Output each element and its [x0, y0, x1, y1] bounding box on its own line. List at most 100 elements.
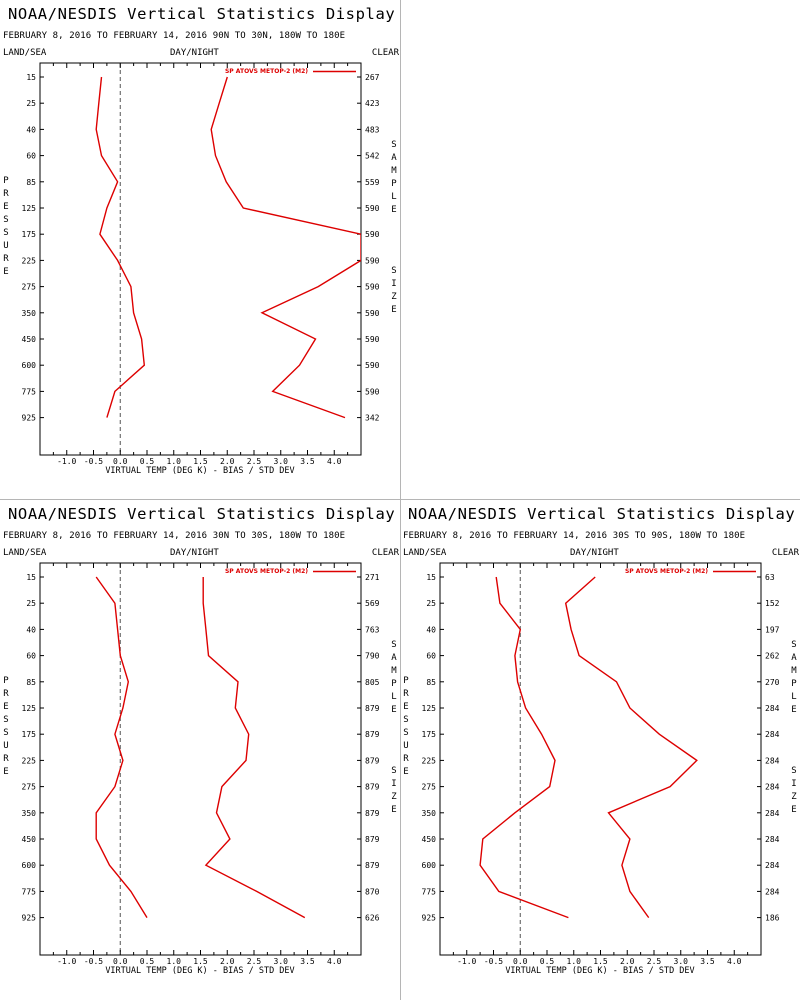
- land-sea-label: LAND/SEA: [3, 48, 47, 58]
- side-label-sample: S A M P L E: [791, 640, 797, 715]
- pressure-level-label: 40: [26, 125, 36, 134]
- pressure-level-label: 60: [426, 652, 436, 661]
- pressure-level-label: 600: [422, 861, 437, 870]
- sample-size-label: 763: [365, 625, 380, 634]
- std-dev-series-line: [202, 577, 306, 919]
- std-dev-series-line: [210, 76, 361, 419]
- panel-subtitle: FEBRUARY 8, 2016 TO FEBRUARY 14, 2016 90…: [3, 31, 346, 41]
- sample-size-label: 152: [765, 599, 780, 608]
- x-tick-label: 0.5: [540, 957, 555, 966]
- side-label-pressure: P R E S S U R E: [3, 676, 9, 777]
- x-tick-label: 4.0: [727, 957, 742, 966]
- clear-label: CLEAR: [371, 548, 399, 558]
- sample-size-label: 63: [765, 573, 775, 582]
- x-tick-label: 3.0: [674, 957, 689, 966]
- side-label-sample: S A M P L E: [391, 140, 397, 215]
- sample-size-label: 542: [365, 152, 380, 161]
- x-tick-label: -1.0: [57, 957, 76, 966]
- pressure-level-label: 175: [22, 730, 37, 739]
- sample-size-label: 262: [765, 652, 780, 661]
- side-label-pressure: P R E S S U R E: [3, 176, 9, 277]
- plot-frame: [39, 562, 362, 956]
- sample-size-label: 870: [365, 887, 380, 896]
- sample-size-label: 271: [365, 573, 380, 582]
- sample-size-label: 590: [365, 309, 380, 318]
- sample-size-label: 590: [365, 335, 380, 344]
- pressure-level-label: 60: [26, 152, 36, 161]
- sample-size-label: 559: [365, 178, 380, 187]
- x-tick-label: 3.5: [300, 457, 315, 466]
- land-sea-label: LAND/SEA: [403, 548, 447, 558]
- x-tick-label: 2.0: [220, 957, 235, 966]
- pressure-level-label: 175: [422, 730, 437, 739]
- pressure-level-label: 600: [22, 861, 37, 870]
- x-axis-label: VIRTUAL TEMP (DEG K) - BIAS / STD DEV: [105, 466, 294, 476]
- x-tick-label: 1.0: [567, 957, 582, 966]
- pressure-level-label: 925: [22, 414, 37, 423]
- sample-size-label: 342: [365, 414, 380, 423]
- sample-size-label: 270: [765, 678, 780, 687]
- sample-size-label: 590: [365, 256, 380, 265]
- x-axis-label: VIRTUAL TEMP (DEG K) - BIAS / STD DEV: [105, 966, 294, 976]
- pressure-level-label: 25: [26, 99, 36, 108]
- pressure-level-label: 85: [26, 678, 36, 687]
- x-tick-label: -1.0: [457, 957, 476, 966]
- clear-label: CLEAR: [371, 48, 399, 58]
- x-axis-label: VIRTUAL TEMP (DEG K) - BIAS / STD DEV: [505, 966, 694, 976]
- sample-size-label: 879: [365, 783, 380, 792]
- sample-size-label: 284: [765, 730, 780, 739]
- x-tick-label: 1.0: [167, 457, 182, 466]
- clear-label: CLEAR: [771, 548, 799, 558]
- sample-size-label: 284: [765, 835, 780, 844]
- x-tick-label: 0.5: [140, 957, 155, 966]
- side-label-size: S I Z E: [391, 266, 397, 315]
- sample-size-label: 626: [365, 914, 380, 923]
- sample-size-label: 790: [365, 652, 380, 661]
- stats-panel-3: -1.0 -0.5 0.0 0.5 1.0 1.5 2.0 2.5 3.0 3.5 4.0 VIRTU…: [400, 500, 800, 1000]
- pressure-level-label: 225: [422, 756, 437, 765]
- pressure-level-label: 125: [22, 704, 37, 713]
- x-tick-label: 2.5: [247, 957, 262, 966]
- day-night-label: DAY/NIGHT: [570, 548, 619, 558]
- pressure-level-label: 925: [422, 914, 437, 923]
- vertical-stats-chart: -1.0 -0.5 0.0 0.5 1.0 1.5 2.0 2.5 3.0 3.5 4.0 VIRTU…: [22, 562, 380, 976]
- x-tick-label: 1.5: [193, 457, 208, 466]
- side-label-sample: S A M P L E: [391, 640, 397, 715]
- plot-frame: [439, 562, 762, 956]
- legend-label: SP ATOVS METOP-2 (M2): [225, 68, 308, 75]
- sample-size-label: 284: [765, 783, 780, 792]
- sample-size-label: 569: [365, 599, 380, 608]
- x-tick-label: -1.0: [57, 457, 76, 466]
- std-dev-series-line: [564, 576, 698, 919]
- x-tick-label: 3.0: [274, 457, 289, 466]
- pressure-level-label: 450: [22, 835, 37, 844]
- sample-size-label: 879: [365, 835, 380, 844]
- panel-title: NOAA/NESDIS Vertical Statistics Display: [408, 505, 796, 523]
- x-tick-label: -0.5: [84, 457, 103, 466]
- x-tick-label: 3.5: [300, 957, 315, 966]
- sample-size-label: 590: [365, 230, 380, 239]
- pressure-level-label: 40: [426, 625, 436, 634]
- sample-size-label: 590: [365, 283, 380, 292]
- panel-divider-vertical: [400, 0, 401, 1000]
- pressure-level-label: 125: [422, 704, 437, 713]
- day-night-label: DAY/NIGHT: [170, 548, 219, 558]
- pressure-level-label: 450: [22, 335, 37, 344]
- x-tick-label: 2.5: [647, 957, 662, 966]
- stats-panel-2: -1.0 -0.5 0.0 0.5 1.0 1.5 2.0 2.5 3.0 3.5 4.0 VIRTU…: [0, 500, 400, 1000]
- sample-size-label: 590: [365, 387, 380, 396]
- sample-size-label: 879: [365, 730, 380, 739]
- side-label-size: S I Z E: [791, 766, 797, 815]
- vertical-stats-chart: -1.0 -0.5 0.0 0.5 1.0 1.5 2.0 2.5 3.0 3.5 4.0 VIRTU…: [422, 562, 780, 976]
- x-tick-label: 0.5: [140, 457, 155, 466]
- pressure-level-label: 15: [26, 73, 36, 82]
- legend-label: SP ATOVS METOP-2 (M2): [225, 568, 308, 575]
- sample-size-label: 805: [365, 678, 380, 687]
- pressure-level-label: 225: [22, 256, 37, 265]
- sample-size-label: 590: [365, 361, 380, 370]
- sample-size-label: 267: [365, 73, 380, 82]
- pressure-level-label: 25: [426, 599, 436, 608]
- panel-subtitle: FEBRUARY 8, 2016 TO FEBRUARY 14, 2016 30…: [3, 531, 346, 541]
- sample-size-label: 879: [365, 756, 380, 765]
- pressure-level-label: 275: [22, 283, 37, 292]
